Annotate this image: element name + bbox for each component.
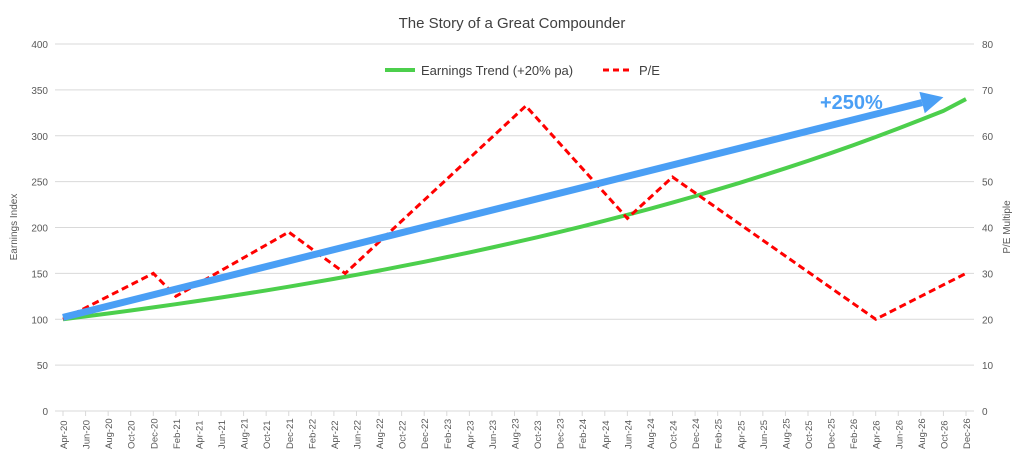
y-axis-label: Earnings Index	[9, 194, 20, 261]
legend: Earnings Trend (+20% pa) P/E	[385, 63, 660, 78]
x-tick-label: Aug-21	[240, 418, 251, 449]
legend-label-earnings: Earnings Trend (+20% pa)	[421, 63, 573, 78]
y2-tick-label: 70	[982, 86, 994, 97]
x-tick-label: Jun-25	[759, 420, 770, 449]
x-tick-label: Jun-26	[894, 420, 905, 449]
x-tick-label: Jun-23	[488, 420, 499, 449]
x-tick-label: Aug-23	[511, 418, 522, 449]
y-tick-label: 50	[37, 361, 49, 372]
x-tick-label: Apr-26	[872, 420, 883, 449]
x-tick-label: Dec-22	[420, 418, 431, 449]
x-tick-label: Aug-24	[646, 418, 657, 449]
y-tick-label: 100	[31, 315, 48, 326]
x-tick-label: Jun-21	[217, 420, 228, 449]
growth-arrow-shaft	[62, 99, 923, 321]
x-tick-label: Aug-20	[104, 418, 115, 449]
y2-tick-label: 0	[982, 407, 988, 418]
x-tick-label: Dec-24	[691, 418, 702, 449]
y-tick-label: 0	[42, 407, 48, 418]
x-tick-label: Feb-21	[172, 419, 183, 449]
x-tick-label: Feb-23	[443, 419, 454, 449]
x-tick-label: Oct-25	[804, 420, 815, 449]
x-tick-label: Feb-22	[307, 419, 318, 449]
y2-axis-label: P/E Multiple	[1002, 200, 1013, 254]
y2-tick-label: 80	[982, 40, 994, 51]
y-tick-label: 250	[31, 178, 48, 189]
y2-tick-label: 20	[982, 315, 994, 326]
annotation-label: +250%	[820, 92, 883, 114]
x-tick-label: Aug-25	[781, 418, 792, 449]
x-tick-label: Aug-26	[917, 418, 928, 449]
x-tick-label: Oct-21	[262, 420, 273, 449]
x-tick-label: Feb-24	[578, 419, 589, 449]
x-tick-label: Jun-22	[352, 420, 363, 449]
y2-tick-label: 60	[982, 132, 994, 143]
x-tick-label: Apr-21	[194, 420, 205, 449]
x-tick-label: Dec-25	[827, 418, 838, 449]
y-tick-label: 200	[31, 224, 48, 235]
x-tick-label: Dec-23	[556, 418, 567, 449]
x-tick-label: Apr-23	[465, 420, 476, 449]
x-tick-label: Oct-20	[127, 420, 138, 449]
chart-title: The Story of a Great Compounder	[399, 15, 626, 32]
x-tick-label: Jun-24	[623, 420, 634, 449]
pe-line	[62, 103, 967, 321]
x-tick-label: Oct-26	[939, 420, 950, 449]
x-tick-label: Oct-23	[533, 420, 544, 449]
y2-tick-label: 50	[982, 178, 994, 189]
x-tick-label: Oct-24	[669, 420, 680, 449]
x-tick-label: Apr-20	[59, 420, 70, 449]
y-tick-label: 300	[31, 132, 48, 143]
x-tick-label: Dec-21	[285, 418, 296, 449]
x-tick-label: Dec-26	[962, 418, 973, 449]
y-tick-label: 400	[31, 40, 48, 51]
y2-tick-label: 40	[982, 224, 994, 235]
x-tick-label: Apr-24	[601, 420, 612, 449]
y2-tick-label: 30	[982, 269, 994, 280]
x-tick-label: Dec-20	[149, 418, 160, 449]
x-tick-label: Oct-22	[398, 420, 409, 449]
y-tick-label: 350	[31, 86, 48, 97]
x-tick-label: Feb-26	[849, 419, 860, 449]
legend-label-pe: P/E	[639, 63, 660, 78]
earnings-line	[62, 97, 967, 322]
x-tick-label: Apr-25	[736, 420, 747, 449]
x-tick-label: Aug-22	[375, 418, 386, 449]
x-tick-label: Feb-25	[714, 419, 725, 449]
y-tick-label: 150	[31, 269, 48, 280]
x-tick-label: Apr-22	[330, 420, 341, 449]
growth-arrow-head	[919, 91, 944, 114]
x-tick-label: Jun-20	[82, 420, 93, 449]
y2-tick-label: 10	[982, 361, 994, 372]
